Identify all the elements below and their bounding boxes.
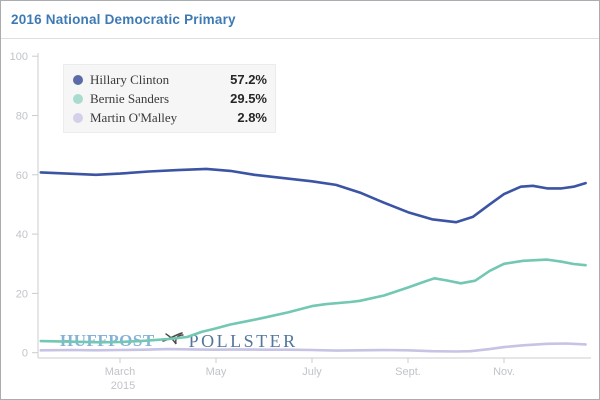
- legend-swatch-martin-omalley-icon: [73, 112, 83, 123]
- svg-text:Nov.: Nov.: [493, 366, 515, 378]
- svg-text:80: 80: [16, 111, 28, 123]
- legend-row-martin-omalley: Martin O'Malley 2.8%: [73, 108, 267, 127]
- svg-text:March: March: [105, 366, 136, 378]
- chart-series-lines: [39, 167, 587, 353]
- legend-candidate-name: Hillary Clinton: [90, 71, 170, 87]
- legend-row-hillary-clinton: Hillary Clinton 57.2%: [73, 70, 267, 89]
- legend-swatch-bernie-sanders-icon: [73, 93, 83, 104]
- legend-candidate-name: Martin O'Malley: [90, 109, 178, 125]
- svg-text:2015: 2015: [111, 380, 135, 392]
- svg-text:May: May: [206, 366, 227, 378]
- huffpost-logo-text: HUFFPOST: [60, 331, 155, 350]
- title-bar: 2016 National Democratic Primary: [1, 1, 599, 39]
- legend-row-bernie-sanders: Bernie Sanders 29.5%: [73, 89, 267, 108]
- svg-text:July: July: [302, 366, 322, 378]
- huffpost-pollster-watermark: HUFFPOST POLLSTER: [60, 330, 298, 352]
- chart-title: 2016 National Democratic Primary: [11, 12, 236, 27]
- svg-text:Sept.: Sept.: [395, 366, 421, 378]
- legend-candidate-value: 57.2%: [230, 72, 267, 87]
- legend-candidate-name: Bernie Sanders: [90, 90, 170, 106]
- svg-text:0: 0: [22, 348, 28, 360]
- chart-legend: Hillary Clinton 57.2% Bernie Sanders 29.…: [63, 64, 276, 133]
- legend-candidate-value: 2.8%: [237, 110, 267, 125]
- svg-text:20: 20: [16, 288, 28, 300]
- svg-text:40: 40: [16, 229, 28, 241]
- legend-swatch-hillary-clinton-icon: [73, 74, 83, 85]
- legend-candidate-value: 29.5%: [230, 91, 267, 106]
- pollster-logo-text: POLLSTER: [188, 330, 298, 351]
- svg-text:60: 60: [16, 170, 28, 182]
- svg-text:100: 100: [10, 51, 28, 63]
- pollster-bird-logo-icon: [161, 331, 184, 351]
